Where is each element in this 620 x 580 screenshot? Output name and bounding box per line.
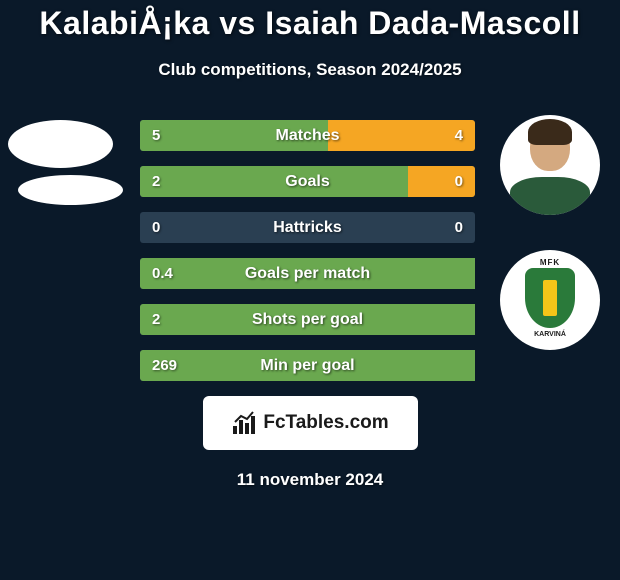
stat-row: Goals2 0 bbox=[140, 166, 475, 197]
subtitle: Club competitions, Season 2024/2025 bbox=[0, 60, 620, 80]
comparison-bars: Matches54Goals20Hattricks00Goals per mat… bbox=[140, 120, 475, 381]
stat-label: Goals per match bbox=[140, 258, 475, 289]
date-label: 11 november 2024 bbox=[0, 470, 620, 490]
club-logo-text-top: MFK bbox=[510, 258, 590, 267]
stat-label: Matches bbox=[140, 120, 475, 151]
player-left-avatar bbox=[8, 120, 113, 168]
stat-row: Goals per match0.4 bbox=[140, 258, 475, 289]
stat-value-left: 0 bbox=[152, 212, 160, 243]
comparison-infographic: KalabiÅ¡ka vs Isaiah Dada-Mascoll Club c… bbox=[0, 0, 620, 580]
stat-value-left: 269 bbox=[152, 350, 177, 381]
stat-row: Matches5 4 bbox=[140, 120, 475, 151]
stat-label: Hattricks bbox=[140, 212, 475, 243]
stat-value-left: 0.4 bbox=[152, 258, 173, 289]
player-right-club-logo: MFK KARVINÁ bbox=[500, 250, 600, 350]
stat-value-right: 4 bbox=[455, 120, 463, 151]
brand-logo: FcTables.com bbox=[203, 396, 418, 450]
stat-value-left: 5 bbox=[152, 120, 160, 151]
stat-label: Goals bbox=[140, 166, 475, 197]
stats-area: MFK KARVINÁ Matches54Goals20Hattricks00G… bbox=[0, 120, 620, 381]
page-title: KalabiÅ¡ka vs Isaiah Dada-Mascoll bbox=[0, 5, 620, 42]
stat-label: Min per goal bbox=[140, 350, 475, 381]
brand-text: FcTables.com bbox=[263, 412, 388, 434]
stat-value-left: 2 bbox=[152, 166, 160, 197]
player-right-avatar bbox=[500, 115, 600, 215]
stat-value-right: 0 bbox=[455, 166, 463, 197]
stat-row: Hattricks0 0 bbox=[140, 212, 475, 243]
stat-row: Shots per goal2 bbox=[140, 304, 475, 335]
brand-chart-icon bbox=[231, 410, 257, 436]
stat-value-left: 2 bbox=[152, 304, 160, 335]
stat-row: Min per goal269 bbox=[140, 350, 475, 381]
stat-label: Shots per goal bbox=[140, 304, 475, 335]
player-left-club-logo bbox=[18, 175, 123, 205]
stat-value-right: 0 bbox=[455, 212, 463, 243]
club-logo-text-bottom: KARVINÁ bbox=[510, 331, 590, 338]
